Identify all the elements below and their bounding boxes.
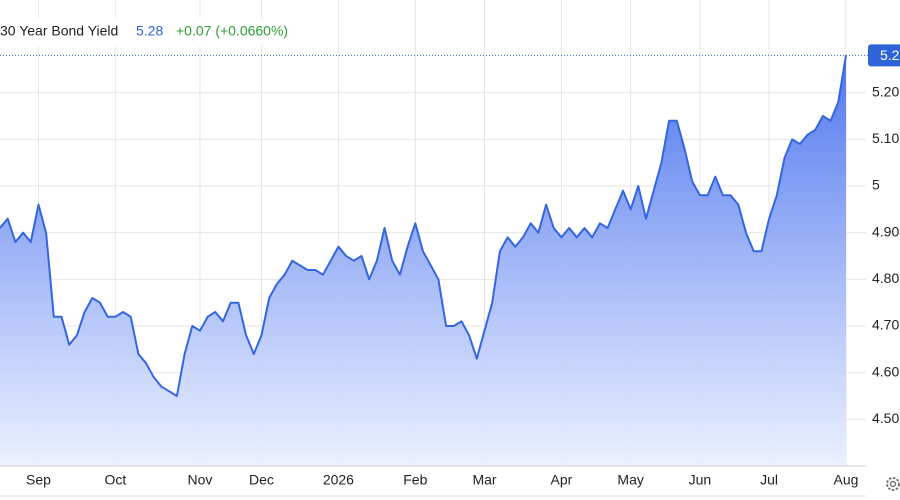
- y-tick-label: 4.90: [872, 223, 899, 239]
- plot-area: [0, 0, 866, 467]
- x-tick-label: Aug: [834, 472, 859, 488]
- y-tick-label: 5: [872, 177, 880, 193]
- x-tick-label: Jul: [760, 472, 778, 488]
- header-background: [0, 18, 310, 46]
- last-value-tag: [868, 44, 900, 67]
- last-value: 5.28: [136, 23, 163, 39]
- y-tick-label: 4.70: [872, 317, 899, 333]
- y-tick-label: 5.10: [872, 130, 899, 146]
- x-tick-label: Jun: [689, 472, 712, 488]
- x-tick-label: Oct: [104, 472, 126, 488]
- x-tick-label: May: [617, 472, 643, 488]
- y-tick-label: 4.60: [872, 363, 899, 379]
- x-tick-label: Mar: [472, 472, 496, 488]
- change-label: +0.07 (+0.0660%): [176, 23, 288, 39]
- x-tick-label: Dec: [249, 472, 274, 488]
- y-tick-label: 4.50: [872, 410, 899, 426]
- line: [0, 55, 847, 397]
- x-tick-label: Apr: [551, 472, 573, 488]
- x-tick-label: 2026: [323, 472, 354, 488]
- settings-icon[interactable]: [886, 477, 900, 491]
- area-fill: [0, 55, 846, 467]
- y-tick-label: 4.80: [872, 270, 899, 286]
- x-tick-label: Sep: [26, 472, 51, 488]
- chart-title: 30 Year Bond Yield: [0, 23, 118, 39]
- x-tick-label: Feb: [403, 472, 427, 488]
- y-tick-label: 5.20: [872, 83, 899, 99]
- last-value-tag-label: 5.28: [880, 47, 900, 63]
- x-tick-label: Nov: [188, 472, 213, 488]
